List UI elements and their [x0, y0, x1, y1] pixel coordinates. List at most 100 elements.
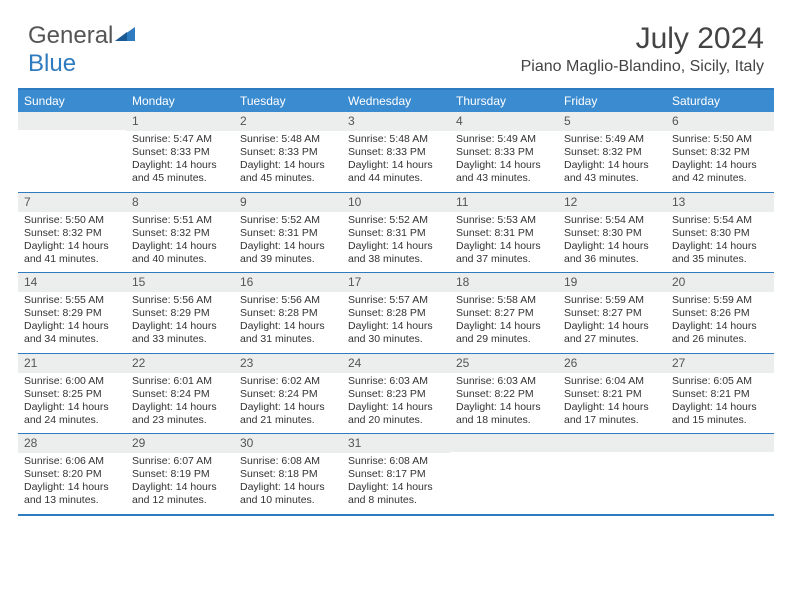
day-number: 11 — [450, 193, 558, 212]
calendar-cell: 6Sunrise: 5:50 AMSunset: 8:32 PMDaylight… — [666, 112, 774, 192]
day-line: Sunset: 8:19 PM — [132, 468, 228, 481]
day-line: Daylight: 14 hours — [240, 240, 336, 253]
day-body: Sunrise: 5:53 AMSunset: 8:31 PMDaylight:… — [450, 212, 558, 273]
header-mon: Monday — [126, 90, 234, 112]
day-number: 25 — [450, 354, 558, 373]
calendar-cell: 26Sunrise: 6:04 AMSunset: 8:21 PMDayligh… — [558, 354, 666, 434]
day-body: Sunrise: 6:07 AMSunset: 8:19 PMDaylight:… — [126, 453, 234, 514]
day-body: Sunrise: 5:54 AMSunset: 8:30 PMDaylight:… — [666, 212, 774, 273]
day-line: Sunset: 8:31 PM — [348, 227, 444, 240]
day-body: Sunrise: 5:47 AMSunset: 8:33 PMDaylight:… — [126, 131, 234, 192]
calendar: Sunday Monday Tuesday Wednesday Thursday… — [18, 88, 774, 516]
calendar-week: 28Sunrise: 6:06 AMSunset: 8:20 PMDayligh… — [18, 434, 774, 516]
day-body: Sunrise: 6:03 AMSunset: 8:22 PMDaylight:… — [450, 373, 558, 434]
day-line: Sunset: 8:28 PM — [240, 307, 336, 320]
day-line: and 41 minutes. — [24, 253, 120, 266]
day-body: Sunrise: 5:49 AMSunset: 8:32 PMDaylight:… — [558, 131, 666, 192]
calendar-cell: 23Sunrise: 6:02 AMSunset: 8:24 PMDayligh… — [234, 354, 342, 434]
calendar-cell: 21Sunrise: 6:00 AMSunset: 8:25 PMDayligh… — [18, 354, 126, 434]
day-line: Sunrise: 5:57 AM — [348, 294, 444, 307]
calendar-cell: 19Sunrise: 5:59 AMSunset: 8:27 PMDayligh… — [558, 273, 666, 353]
day-line: Sunrise: 5:59 AM — [672, 294, 768, 307]
day-body: Sunrise: 6:08 AMSunset: 8:17 PMDaylight:… — [342, 453, 450, 514]
day-line: and 12 minutes. — [132, 494, 228, 507]
day-number: 9 — [234, 193, 342, 212]
day-line: Daylight: 14 hours — [240, 481, 336, 494]
day-number: 8 — [126, 193, 234, 212]
day-body: Sunrise: 5:58 AMSunset: 8:27 PMDaylight:… — [450, 292, 558, 353]
day-body: Sunrise: 5:50 AMSunset: 8:32 PMDaylight:… — [18, 212, 126, 273]
day-number: 16 — [234, 273, 342, 292]
calendar-cell: 17Sunrise: 5:57 AMSunset: 8:28 PMDayligh… — [342, 273, 450, 353]
day-line: Daylight: 14 hours — [24, 401, 120, 414]
calendar-cell: 3Sunrise: 5:48 AMSunset: 8:33 PMDaylight… — [342, 112, 450, 192]
day-line: Sunset: 8:22 PM — [456, 388, 552, 401]
day-line: Daylight: 14 hours — [456, 159, 552, 172]
day-line: Sunrise: 5:52 AM — [240, 214, 336, 227]
day-line: Sunset: 8:33 PM — [132, 146, 228, 159]
day-line: Sunset: 8:30 PM — [564, 227, 660, 240]
day-line: Daylight: 14 hours — [132, 320, 228, 333]
day-line: Daylight: 14 hours — [132, 481, 228, 494]
day-number: 20 — [666, 273, 774, 292]
calendar-cell: 1Sunrise: 5:47 AMSunset: 8:33 PMDaylight… — [126, 112, 234, 192]
day-number: 23 — [234, 354, 342, 373]
day-line: and 45 minutes. — [240, 172, 336, 185]
day-body — [18, 130, 126, 180]
day-number: 13 — [666, 193, 774, 212]
day-body — [450, 452, 558, 502]
day-line: and 38 minutes. — [348, 253, 444, 266]
day-line: and 20 minutes. — [348, 414, 444, 427]
day-body: Sunrise: 5:59 AMSunset: 8:26 PMDaylight:… — [666, 292, 774, 353]
day-line: and 30 minutes. — [348, 333, 444, 346]
day-line: Daylight: 14 hours — [672, 320, 768, 333]
day-line: Sunset: 8:24 PM — [240, 388, 336, 401]
day-line: Daylight: 14 hours — [456, 240, 552, 253]
day-line: Daylight: 14 hours — [132, 401, 228, 414]
day-line: Sunrise: 5:55 AM — [24, 294, 120, 307]
day-line: Daylight: 14 hours — [672, 159, 768, 172]
day-line: Sunset: 8:26 PM — [672, 307, 768, 320]
day-line: Sunrise: 5:54 AM — [564, 214, 660, 227]
day-line: Sunset: 8:31 PM — [456, 227, 552, 240]
header-thu: Thursday — [450, 90, 558, 112]
calendar-cell — [558, 434, 666, 514]
day-line: Daylight: 14 hours — [348, 481, 444, 494]
day-number: 28 — [18, 434, 126, 453]
day-line: Sunset: 8:23 PM — [348, 388, 444, 401]
day-line: and 35 minutes. — [672, 253, 768, 266]
day-body: Sunrise: 5:48 AMSunset: 8:33 PMDaylight:… — [234, 131, 342, 192]
calendar-week: 21Sunrise: 6:00 AMSunset: 8:25 PMDayligh… — [18, 354, 774, 435]
calendar-cell: 14Sunrise: 5:55 AMSunset: 8:29 PMDayligh… — [18, 273, 126, 353]
calendar-cell: 18Sunrise: 5:58 AMSunset: 8:27 PMDayligh… — [450, 273, 558, 353]
day-line: Sunrise: 6:05 AM — [672, 375, 768, 388]
calendar-week: 1Sunrise: 5:47 AMSunset: 8:33 PMDaylight… — [18, 112, 774, 193]
day-line: and 44 minutes. — [348, 172, 444, 185]
day-line: and 18 minutes. — [456, 414, 552, 427]
day-line: and 23 minutes. — [132, 414, 228, 427]
day-line: Sunrise: 5:49 AM — [456, 133, 552, 146]
calendar-cell: 16Sunrise: 5:56 AMSunset: 8:28 PMDayligh… — [234, 273, 342, 353]
page-subtitle: Piano Maglio-Blandino, Sicily, Italy — [521, 58, 764, 76]
day-line: Sunset: 8:33 PM — [240, 146, 336, 159]
day-line: Sunrise: 5:52 AM — [348, 214, 444, 227]
calendar-cell — [666, 434, 774, 514]
day-line: Sunrise: 5:50 AM — [672, 133, 768, 146]
day-line: Sunrise: 6:08 AM — [348, 455, 444, 468]
day-line: Sunrise: 6:08 AM — [240, 455, 336, 468]
logo-icon — [115, 22, 137, 50]
day-line: Sunset: 8:29 PM — [24, 307, 120, 320]
day-line: Daylight: 14 hours — [240, 159, 336, 172]
day-number: 31 — [342, 434, 450, 453]
day-line: Sunrise: 6:01 AM — [132, 375, 228, 388]
day-number: 6 — [666, 112, 774, 131]
day-number: 27 — [666, 354, 774, 373]
calendar-cell: 29Sunrise: 6:07 AMSunset: 8:19 PMDayligh… — [126, 434, 234, 514]
day-number — [18, 112, 126, 130]
day-line: Sunrise: 5:50 AM — [24, 214, 120, 227]
calendar-cell: 12Sunrise: 5:54 AMSunset: 8:30 PMDayligh… — [558, 193, 666, 273]
day-line: Daylight: 14 hours — [24, 320, 120, 333]
header-tue: Tuesday — [234, 90, 342, 112]
day-body: Sunrise: 5:57 AMSunset: 8:28 PMDaylight:… — [342, 292, 450, 353]
day-body: Sunrise: 6:03 AMSunset: 8:23 PMDaylight:… — [342, 373, 450, 434]
